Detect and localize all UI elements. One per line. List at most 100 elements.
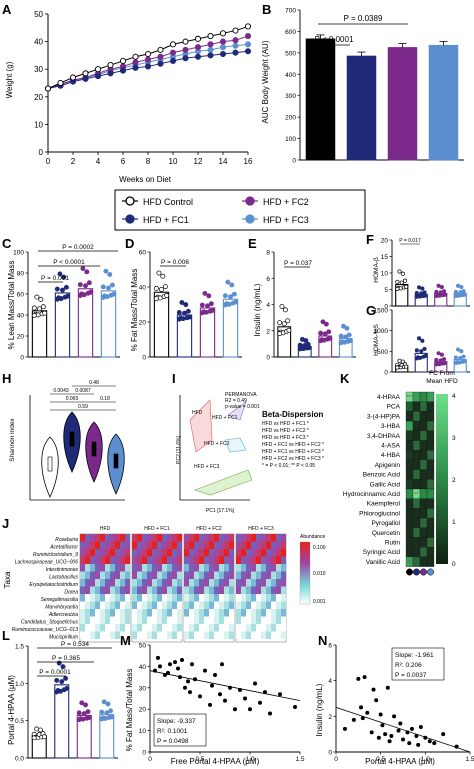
data-point [326,329,332,335]
heat-cell [246,534,251,542]
heat-cell [189,601,194,609]
heat-cell [276,549,281,557]
beta-line: HFD vs HFD + FC1 * [262,421,309,427]
data-point [436,283,441,288]
heat-cell [209,601,214,609]
taxon-label: Ruminococcaceae_UCG−013 [12,627,79,633]
heat-cell [110,601,115,609]
heat-cell [271,564,276,572]
data-point [54,296,60,302]
heat-cell [157,556,162,564]
data-point [223,698,227,703]
heat-cell [419,527,428,538]
data-point [156,270,162,276]
panel-c-p1: P = 0.0002 [62,244,94,251]
heat-cell [120,594,125,602]
x-tick-label: 8 [146,157,151,166]
data-point [222,302,228,308]
data-point [439,352,444,357]
heat-cell [100,631,105,639]
heat-cell [261,549,266,557]
heat-cell [204,571,209,579]
x-tick-label: 1.5 [465,756,474,763]
heat-cell [157,579,162,587]
heat-cell [224,609,229,617]
data-point [180,316,186,322]
heat-cell [172,564,177,572]
heat-cell [167,571,172,579]
box [113,453,119,469]
data-point [453,360,458,365]
panel-k-group-dots [406,568,434,576]
y-tick-label: 15 [381,254,389,261]
heat-cell [110,616,115,624]
data-point [346,332,352,338]
data-point [398,721,403,726]
heat-cell [219,624,224,632]
data-point [414,290,419,296]
heat-cell [172,571,177,579]
data-point [107,62,114,69]
data-point [203,668,207,673]
heat-cell [271,579,276,587]
y-tick-label: 600 [285,29,296,36]
heat-cell [412,450,421,461]
heat-cell [405,430,414,441]
heat-cell [157,594,162,602]
data-point [44,85,52,92]
panel-letter-f: F [366,232,374,247]
data-point [99,716,105,722]
heat-cell [251,556,256,564]
heat-cell [80,556,85,564]
compound-label: 4-HPAA [377,394,401,401]
panel-i-beta-lines: HFD vs HFD + FC1 *HFD vs HFD + FC2 *HFD … [262,421,324,469]
y-tick-label: 1000 [374,328,389,335]
heat-cell [241,571,246,579]
data-point [69,74,77,81]
heat-cell [224,616,229,624]
heat-cell [85,534,90,542]
heat-cell [162,631,167,639]
heat-cell [271,609,276,617]
data-point [432,741,437,746]
heat-cell [241,616,246,624]
p-value: 0.48 [89,380,99,386]
heat-cell [224,579,229,587]
data-point [160,273,166,279]
panel-j-heatmap: HFD HFD + FC1 HFD + FC2 HFD + FC3 [79,526,287,643]
heat-cell [110,534,115,542]
heat-cell [405,537,414,548]
heat-cell [281,624,286,632]
heat-cell [224,601,229,609]
heat-cell [229,564,234,572]
panel-letter-n: N [318,633,327,648]
heat-cell [271,571,276,579]
heat-cell [266,609,271,617]
taxon-label: Candidatus_Stoquefichus [21,620,78,626]
data-point [423,353,428,358]
heat-cell [224,631,229,639]
heat-cell [167,624,172,632]
heat-cell [184,549,189,557]
heat-cell [214,624,219,632]
data-point [176,666,180,671]
heat-cell [177,624,182,632]
heat-cell [199,609,204,617]
data-point [418,725,423,730]
data-point [338,333,344,339]
heat-cell [405,401,414,412]
panel-j-ylabel: Taxa [3,571,12,588]
heat-cell [137,549,142,557]
data-point [400,359,405,364]
heat-cell [137,534,142,542]
heat-cell [142,534,147,542]
heat-cell [90,624,95,632]
taxon-label: Intestinimonas [46,567,79,573]
data-point [153,296,159,302]
data-point [159,286,164,292]
heat-cell [236,556,241,564]
data-point [232,37,239,44]
heat-cell [125,564,130,572]
heat-cell [204,594,209,602]
beta-line: * = P < 0.01; ** P < 0.05 [262,463,315,469]
